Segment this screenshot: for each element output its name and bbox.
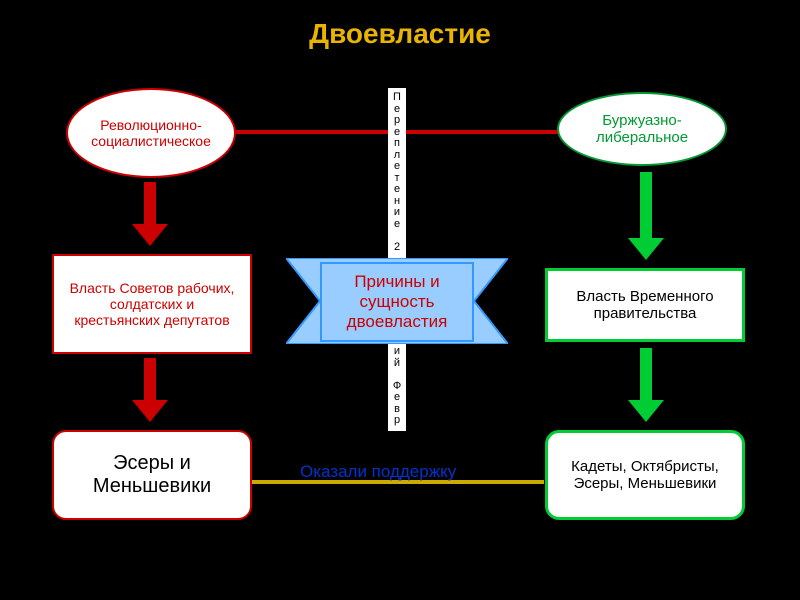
page-title: Двоевластие [0,18,800,50]
support-label: Оказали поддержку [300,462,456,482]
node-left-rect1: Власть Советов рабочих, солдатских и кре… [52,254,252,354]
support-label-text: Оказали поддержку [300,462,456,481]
right-rect1-text: Власть Временного правительства [562,288,728,322]
title-text: Двоевластие [309,18,491,49]
node-left-rect2: Эсеры и Меньшевики [52,430,252,520]
arrow-right-1 [628,172,664,260]
left-rect1-text: Власть Советов рабочих, солдатских и кре… [68,280,236,328]
node-center-box: Причины и сущность двоевластия [320,262,474,342]
right-ellipse-text: Буржуазно-либеральное [573,112,711,146]
node-left-ellipse: Революционно-социалистическое [66,88,236,178]
left-ellipse-text: Революционно-социалистическое [82,117,220,149]
node-right-ellipse: Буржуазно-либеральное [557,92,727,166]
node-right-rect1: Власть Временного правительства [545,268,745,342]
center-box-text: Причины и сущность двоевластия [322,272,472,332]
left-rect2-text: Эсеры и Меньшевики [68,452,236,498]
arrow-right-2 [628,348,664,422]
right-rect2-text: Кадеты, Октябристы, Эсеры, Меньшевики [562,458,728,492]
arrow-left-2 [132,358,168,422]
node-right-rect2: Кадеты, Октябристы, Эсеры, Меньшевики [545,430,745,520]
arrow-left-1 [132,182,168,246]
